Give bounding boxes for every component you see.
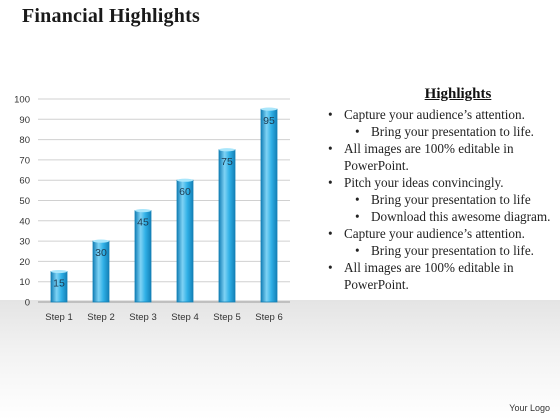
bar — [260, 108, 278, 303]
y-tick-label: 10 — [19, 277, 30, 288]
bar — [176, 179, 194, 303]
highlight-item: All images are 100% editable in PowerPoi… — [320, 140, 556, 174]
x-tick-label: Step 6 — [255, 312, 282, 323]
y-tick-label: 70 — [19, 155, 30, 166]
y-tick-label: 60 — [19, 176, 30, 187]
y-tick-label: 90 — [19, 115, 30, 126]
y-axis-ticks: 0 10 20 30 40 50 60 70 80 90 100 — [14, 95, 30, 309]
bar — [218, 149, 236, 303]
data-label: 45 — [137, 217, 149, 229]
y-tick-label: 20 — [19, 257, 30, 268]
data-label: 95 — [263, 115, 275, 127]
x-tick-label: Step 1 — [45, 312, 72, 323]
slide-title: Financial Highlights — [22, 5, 200, 27]
bar-cap — [219, 148, 235, 152]
y-tick-label: 0 — [25, 298, 30, 309]
highlights-panel: Highlights Capture your audience’s atten… — [320, 86, 556, 293]
floor-gradient — [0, 300, 560, 420]
highlight-item: All images are 100% editable in PowerPoi… — [320, 259, 556, 293]
y-tick-label: 80 — [19, 135, 30, 146]
x-tick-label: Step 5 — [213, 312, 240, 323]
grid-lines — [38, 98, 290, 303]
x-axis-ticks: Step 1 Step 2 Step 3 Step 4 Step 5 Step 6 — [45, 312, 282, 323]
highlight-subitem: Download this awesome diagram. — [320, 208, 556, 225]
y-tick-label: 40 — [19, 216, 30, 227]
bar-cap — [177, 178, 193, 182]
y-tick-label: 50 — [19, 196, 30, 207]
bar-cap — [135, 209, 151, 213]
highlight-subitem: Bring your presentation to life. — [320, 123, 556, 140]
bar-cap — [261, 107, 277, 111]
data-label: 15 — [53, 278, 65, 290]
data-label: 60 — [179, 186, 191, 198]
x-tick-label: Step 3 — [129, 312, 156, 323]
highlight-subitem: Bring your presentation to life. — [320, 242, 556, 259]
bar-chart: 0 10 20 30 40 50 60 70 80 90 100 15 30 45 60 75 95 Step… — [14, 95, 290, 323]
highlight-subitem: Bring your presentation to life — [320, 191, 556, 208]
highlights-list: Capture your audience’s attention.Bring … — [320, 106, 556, 293]
bar-cap — [93, 239, 109, 243]
x-tick-label: Step 2 — [87, 312, 114, 323]
bars: 15 30 45 60 75 95 — [50, 107, 278, 303]
logo-text: Your Logo — [509, 403, 550, 413]
data-label: 30 — [95, 247, 107, 259]
highlights-heading: Highlights — [424, 86, 492, 102]
highlight-item: Capture your audience’s attention. — [320, 225, 556, 242]
highlight-item: Capture your audience’s attention. — [320, 106, 556, 123]
y-tick-label: 100 — [14, 95, 30, 106]
data-label: 75 — [221, 156, 233, 168]
x-tick-label: Step 4 — [171, 312, 198, 323]
y-tick-label: 30 — [19, 237, 30, 248]
highlight-item: Pitch your ideas convincingly. — [320, 174, 556, 191]
bar-cap — [51, 269, 67, 274]
